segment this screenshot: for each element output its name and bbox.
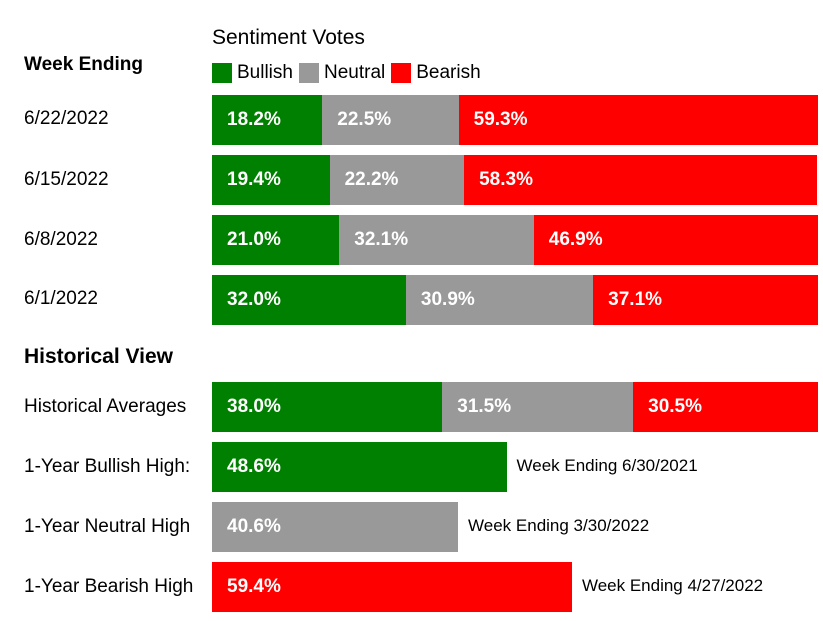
neutral-high-note: Week Ending 3/30/2022	[468, 516, 650, 535]
bearish-high-note: Week Ending 4/27/2022	[581, 576, 764, 595]
bar-segment-neutral: 32.1%	[339, 215, 534, 265]
legend-item-bearish: Bearish	[391, 62, 481, 84]
bar-segment-neutral: 31.5%	[442, 382, 634, 432]
week-label: 6/22/2022	[24, 108, 109, 129]
bar-segment-bullish: 19.4%	[212, 155, 330, 205]
legend-label-bearish: Bearish	[416, 62, 481, 83]
historical-averages-label: Historical Averages	[24, 396, 187, 417]
stacked-bar-week: 32.0% 30.9% 37.1%	[212, 275, 818, 325]
bar-segment-neutral: 30.9%	[405, 275, 594, 325]
legend-item-neutral: Neutral	[298, 62, 386, 84]
bearish-high-label: 1-Year Bearish High	[24, 576, 194, 597]
bullish-high-bar: 48.6%	[212, 442, 507, 492]
bar-segment-bullish: 32.0%	[212, 275, 406, 325]
historical-view-header: Historical View	[24, 345, 174, 368]
bar-segment-bearish: 58.3%	[464, 155, 818, 205]
legend-swatch-bearish	[391, 63, 412, 83]
bar-segment-bullish: 18.2%	[212, 95, 323, 145]
bullish-high-label: 1-Year Bullish High:	[24, 456, 191, 477]
bar-segment-bullish: 21.0%	[212, 215, 340, 265]
week-ending-header: Week Ending	[24, 54, 143, 75]
bar-segment-neutral: 22.2%	[329, 155, 465, 205]
neutral-high-bar: 40.6%	[212, 502, 459, 552]
legend-label-bullish: Bullish	[237, 62, 293, 83]
bullish-high-note: Week Ending 6/30/2021	[516, 456, 698, 475]
stacked-bar-week: 18.2% 22.5% 59.3%	[212, 95, 818, 145]
legend-swatch-bullish	[212, 63, 232, 83]
week-label: 6/8/2022	[24, 229, 98, 250]
bar-segment-bullish: 38.0%	[212, 382, 443, 432]
bar-segment-bullish: 48.6%	[212, 442, 507, 492]
stacked-bar-week: 21.0% 32.1% 46.9%	[212, 215, 818, 265]
legend-label-neutral: Neutral	[323, 62, 386, 83]
legend-swatch-neutral	[298, 63, 319, 83]
bar-segment-bearish: 30.5%	[633, 382, 818, 432]
bar-segment-neutral: 22.5%	[322, 95, 459, 145]
neutral-high-label: 1-Year Neutral High	[24, 516, 191, 537]
week-label: 6/15/2022	[24, 169, 109, 190]
bar-segment-bearish: 46.9%	[533, 215, 818, 265]
stacked-bar-week: 19.4% 22.2% 58.3%	[212, 155, 818, 205]
legend: Bullish Neutral Bearish	[212, 62, 487, 84]
chart-title: Sentiment Votes	[212, 26, 365, 49]
legend-item-bullish: Bullish	[212, 62, 293, 84]
bar-segment-bearish: 59.4%	[212, 562, 572, 612]
bar-segment-bearish: 37.1%	[593, 275, 818, 325]
week-label: 6/1/2022	[24, 288, 98, 309]
bearish-high-bar: 59.4%	[212, 562, 572, 612]
stacked-bar-historical-averages: 38.0% 31.5% 30.5%	[212, 382, 818, 432]
bar-segment-neutral: 40.6%	[212, 502, 459, 552]
bar-segment-bearish: 59.3%	[458, 95, 818, 145]
